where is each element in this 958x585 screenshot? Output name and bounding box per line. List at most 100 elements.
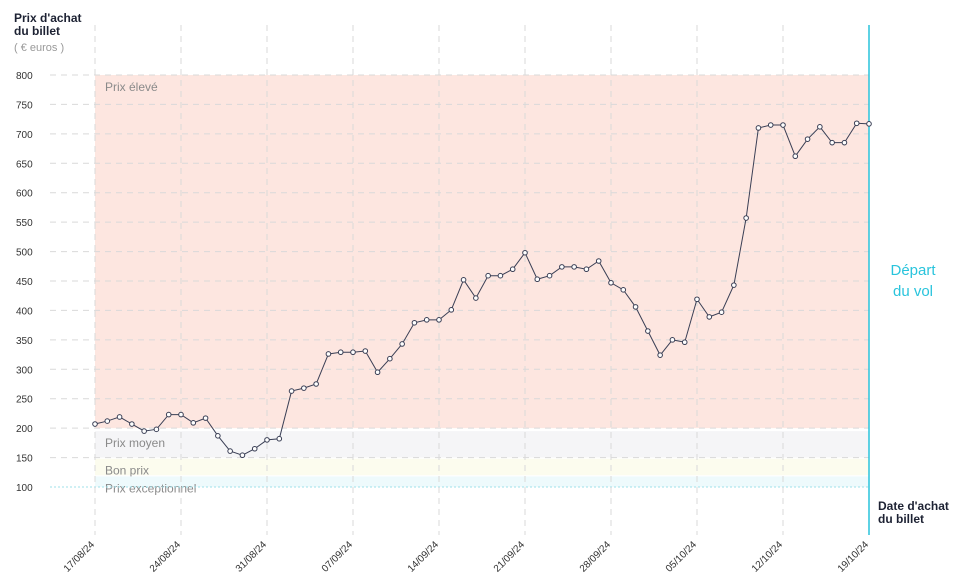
x-tick-label: 17/08/24: [62, 539, 98, 575]
y-tick-label: 650: [16, 159, 33, 170]
y-tick-label: 400: [16, 306, 33, 317]
price-point: [362, 348, 369, 354]
x-tick-label: 12/10/24: [750, 539, 786, 575]
band-label: Prix exceptionnel: [105, 481, 196, 495]
price-point: [632, 304, 639, 310]
price-point: [595, 258, 602, 264]
price-point: [153, 426, 160, 433]
price-point: [276, 435, 283, 442]
y-tick-label: 300: [16, 365, 33, 376]
price-point: [804, 136, 811, 142]
y-axis-title: Prix d'achat du billet: [14, 11, 82, 38]
departure-label: Départ: [890, 262, 936, 279]
price-line: [94, 122, 870, 456]
y-tick-label: 800: [16, 71, 33, 82]
price-band: [95, 476, 869, 487]
price-point: [497, 272, 504, 279]
price-point: [104, 418, 111, 424]
price-point: [116, 414, 123, 420]
y-axis-unit: ( € euros ): [14, 42, 64, 54]
price-point: [841, 139, 848, 146]
price-point: [608, 279, 614, 286]
price-band: [95, 431, 869, 458]
band-label: Prix moyen: [105, 436, 165, 450]
price-point: [767, 122, 774, 128]
price-point: [583, 266, 590, 273]
price-point: [546, 272, 553, 279]
band-label: Prix élevé: [105, 80, 158, 94]
x-tick-label: 07/09/24: [320, 539, 356, 575]
price-point: [178, 411, 184, 418]
price-point: [731, 282, 737, 288]
x-tick-label: 31/08/24: [234, 539, 270, 575]
price-point: [522, 249, 528, 256]
departure-label: du vol: [893, 283, 933, 300]
price-point: [251, 445, 258, 452]
price-band: [95, 458, 869, 476]
y-tick-label: 550: [16, 218, 33, 229]
price-point: [423, 317, 430, 323]
price-point: [92, 421, 98, 427]
price-point: [436, 317, 442, 323]
price-point: [755, 125, 762, 131]
price-point: [718, 309, 725, 315]
price-point: [559, 264, 565, 270]
price-point: [681, 339, 688, 346]
price-point: [571, 264, 577, 270]
price-point: [829, 139, 835, 146]
price-point: [743, 215, 749, 221]
price-point: [669, 337, 676, 343]
x-axis-title: Date d'achat du billet: [878, 499, 949, 526]
x-tick-label: 21/09/24: [492, 539, 528, 575]
price-point: [460, 277, 467, 283]
price-point: [165, 411, 172, 418]
price-point: [620, 287, 627, 293]
y-tick-label: 600: [16, 189, 33, 200]
price-point: [485, 272, 491, 279]
y-tick-label: 250: [16, 395, 33, 406]
x-tick-label: 19/10/24: [836, 539, 872, 575]
y-tick-label: 200: [16, 424, 33, 435]
x-tick-label: 05/10/24: [664, 539, 700, 575]
y-tick-label: 750: [16, 100, 33, 111]
price-point: [227, 448, 233, 454]
y-tick-label: 350: [16, 336, 33, 347]
price-point: [534, 276, 541, 283]
price-point: [853, 120, 860, 127]
price-point: [694, 296, 700, 303]
price-point: [141, 428, 147, 434]
x-tick-label: 14/09/24: [406, 539, 442, 575]
price-point: [657, 352, 663, 358]
price-point: [325, 351, 332, 357]
price-point: [350, 349, 356, 356]
x-tick-label: 24/08/24: [148, 539, 184, 575]
y-tick-label: 450: [16, 277, 33, 288]
band-label: Bon prix: [105, 464, 149, 478]
price-point: [264, 437, 270, 443]
y-tick-label: 500: [16, 248, 33, 259]
price-point: [817, 123, 823, 130]
price-point: [780, 122, 786, 128]
price-point: [706, 314, 713, 320]
y-tick-label: 100: [16, 483, 33, 494]
price-point: [239, 452, 246, 459]
price-point: [202, 415, 209, 421]
y-tick-label: 150: [16, 454, 33, 465]
price-point: [866, 121, 872, 127]
price-point: [129, 421, 135, 427]
price-point: [473, 295, 479, 301]
price-point: [215, 432, 221, 439]
price-point: [337, 349, 344, 356]
price-point: [645, 328, 651, 334]
price-point: [792, 153, 799, 160]
price-point: [301, 385, 307, 391]
price-point: [313, 381, 319, 387]
price-point: [387, 355, 393, 362]
y-tick-label: 700: [16, 130, 33, 141]
price-point: [399, 341, 405, 347]
price-point: [190, 420, 197, 426]
x-tick-label: 28/09/24: [578, 539, 614, 575]
price-point: [448, 307, 455, 313]
price-point: [411, 319, 418, 326]
